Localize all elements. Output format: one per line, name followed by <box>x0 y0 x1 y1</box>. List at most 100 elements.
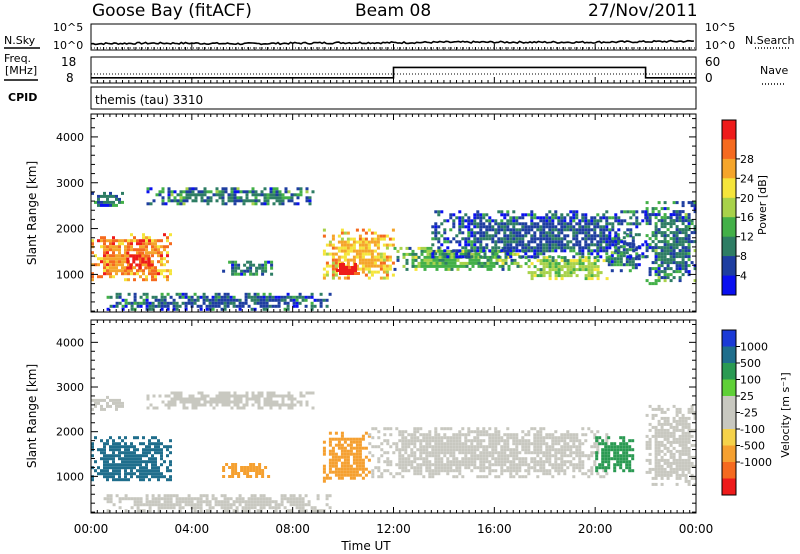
range-cell <box>109 254 112 258</box>
range-cell <box>185 397 189 401</box>
range-cell <box>331 449 335 453</box>
range-cell <box>352 476 356 480</box>
range-cell <box>681 201 685 205</box>
range-cell <box>623 210 627 214</box>
range-cell <box>631 448 635 452</box>
range-cell <box>146 190 150 194</box>
range-cell <box>94 263 97 267</box>
range-cell <box>524 243 528 247</box>
range-cell <box>100 257 103 261</box>
range-cell <box>118 257 121 261</box>
range-cell <box>115 398 118 402</box>
range-cell <box>410 433 414 437</box>
station-title: Goose Bay (fitACF) <box>92 1 252 21</box>
range-cell <box>482 213 486 217</box>
range-cell <box>479 234 483 238</box>
range-cell <box>684 416 688 420</box>
range-cell <box>231 260 235 264</box>
range-cell <box>340 473 344 477</box>
range-cell <box>399 246 403 250</box>
range-cell <box>648 443 652 447</box>
range-cell <box>539 271 543 275</box>
range-cell <box>416 463 420 467</box>
range-cell <box>635 252 639 256</box>
range-cell <box>308 391 312 395</box>
range-cell <box>628 248 632 252</box>
range-cell <box>148 266 151 270</box>
range-cell <box>476 222 480 226</box>
range-cell <box>355 449 359 453</box>
range-cell <box>489 258 493 262</box>
range-cell <box>422 433 426 437</box>
range-cell <box>551 228 555 232</box>
range-cell <box>545 469 549 473</box>
range-cell <box>130 451 133 455</box>
range-cell <box>118 301 122 305</box>
range-cell <box>437 249 441 253</box>
range-cell <box>554 430 558 434</box>
range-cell <box>202 494 206 498</box>
range-cell <box>346 237 350 241</box>
range-cell <box>166 239 169 243</box>
range-cell <box>142 460 145 464</box>
range-cell <box>654 231 658 235</box>
range-cell <box>491 454 495 458</box>
range-cell <box>464 454 468 458</box>
range-cell <box>628 460 632 464</box>
range-cell <box>255 469 259 472</box>
range-cell <box>629 255 633 259</box>
range-cell <box>590 274 594 278</box>
range-cell <box>238 304 242 308</box>
range-cell <box>506 460 510 464</box>
range-cell <box>542 271 546 275</box>
range-cell <box>191 187 195 191</box>
range-cell <box>271 304 275 308</box>
range-cell <box>455 475 459 479</box>
range-cell <box>605 256 609 260</box>
range-cell <box>584 277 588 281</box>
range-cell <box>651 240 655 244</box>
range-cell <box>669 452 673 456</box>
range-cell <box>566 442 570 446</box>
range-cell <box>349 258 353 262</box>
range-cell <box>578 265 582 269</box>
range-cell <box>313 509 317 513</box>
range-cell <box>233 403 237 407</box>
range-cell <box>407 469 411 473</box>
range-cell <box>596 249 600 253</box>
range-cell <box>551 466 555 470</box>
range-cell <box>509 460 513 464</box>
range-cell <box>461 246 465 250</box>
range-cell <box>202 295 206 299</box>
range-cell <box>672 276 676 280</box>
range-cell <box>103 203 106 207</box>
range-cell <box>142 248 145 252</box>
range-cell <box>452 448 456 452</box>
range-cell <box>687 270 691 274</box>
range-cell <box>115 269 118 273</box>
range-cell <box>461 457 465 461</box>
colorbar-tick-label: -100 <box>740 423 765 436</box>
colorbar-tick-label: 20 <box>740 192 754 205</box>
range-cell <box>449 466 453 470</box>
range-cell <box>355 446 359 450</box>
colorbar-tick-label: 24 <box>740 172 754 185</box>
range-cell <box>121 304 125 308</box>
range-cell <box>109 398 112 402</box>
range-cell <box>145 292 149 296</box>
range-cell <box>539 430 543 434</box>
range-cell <box>560 249 564 253</box>
range-cell <box>539 243 543 247</box>
range-cell <box>337 473 341 477</box>
range-cell <box>491 246 495 250</box>
range-cell <box>584 213 588 217</box>
range-cell <box>364 261 368 265</box>
range-cell <box>507 255 511 259</box>
range-cell <box>194 199 198 203</box>
range-cell <box>112 457 115 461</box>
range-cell <box>166 445 169 449</box>
range-cell <box>524 463 528 467</box>
range-cell <box>401 430 405 434</box>
range-cell <box>494 243 498 247</box>
